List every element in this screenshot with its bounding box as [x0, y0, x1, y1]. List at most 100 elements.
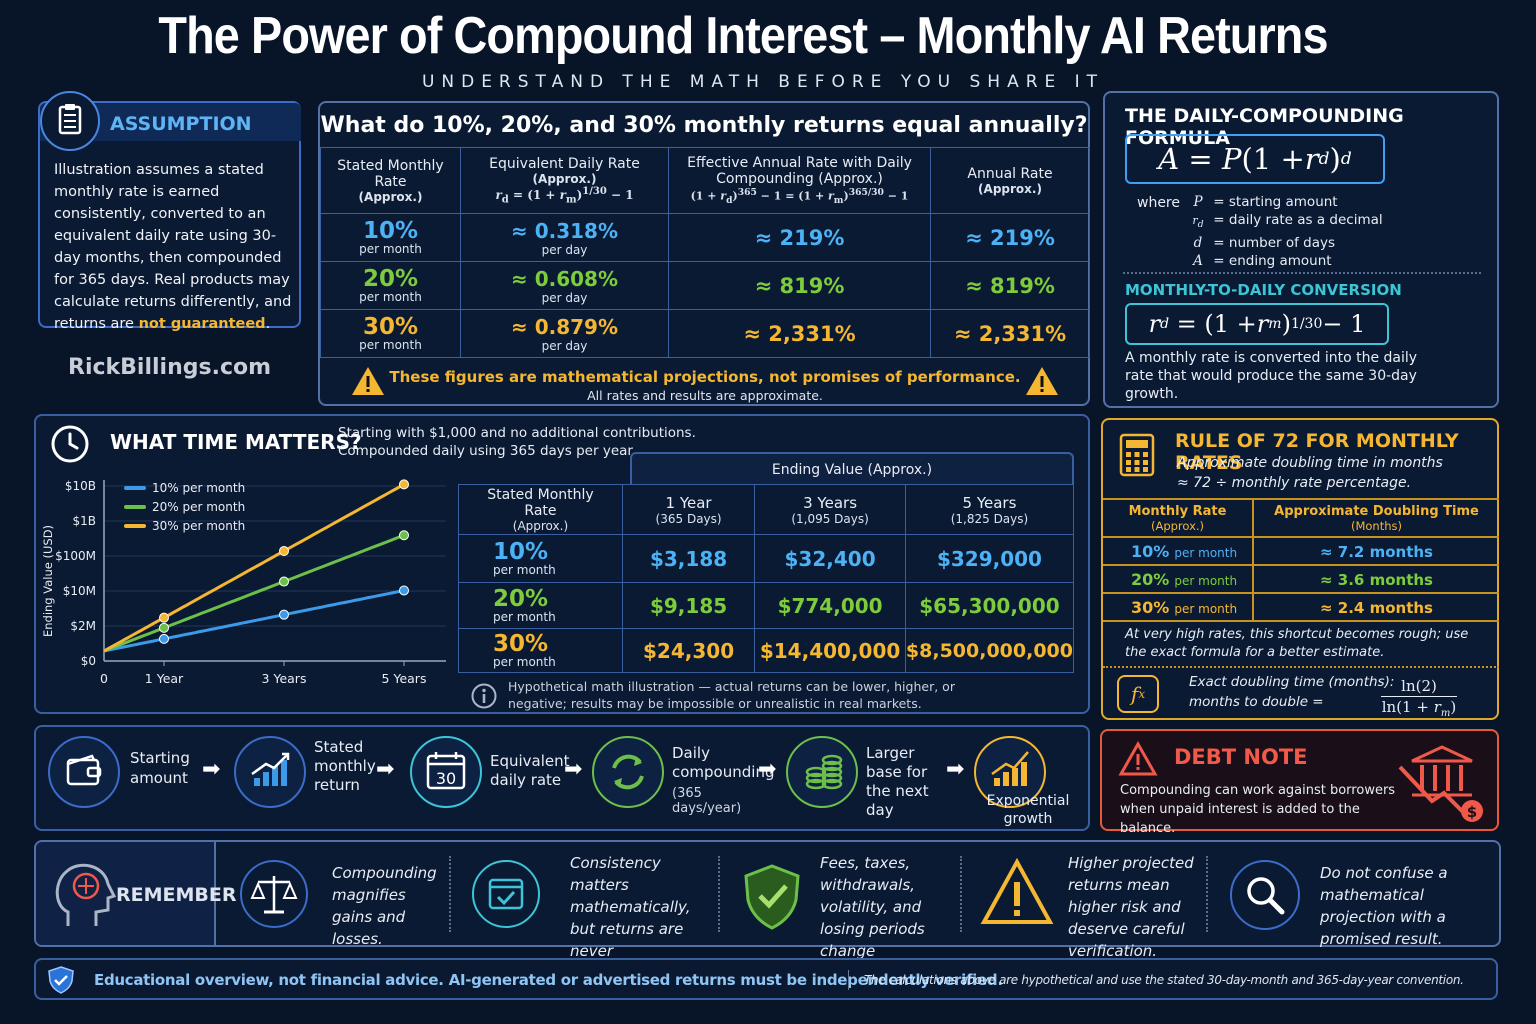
data-point: [399, 530, 409, 541]
table-row: 10% per month ≈ 0.318% per day ≈ 219% ≈ 21…: [320, 213, 1090, 262]
arrow-icon: ➡: [376, 757, 395, 782]
exact-fraction: ln(2) ln(1 + rm): [1381, 676, 1457, 724]
legend-label: 10% per month: [152, 481, 245, 495]
shield-check-icon: [48, 966, 74, 994]
conversion-title: MONTHLY-TO-DAILY CONVERSION: [1125, 281, 1402, 299]
table-row: 20% per month ≈ 3.6 months: [1103, 565, 1499, 593]
flow-label: Equivalent daily rate: [490, 752, 570, 789]
legend-label: 20% per month: [152, 500, 245, 514]
footer-note: The calculations above are hypothetical …: [864, 973, 1464, 987]
flow-step: Larger base for the next day: [786, 736, 966, 819]
y-tick-label: $1B: [72, 514, 96, 528]
remember-title: REMEMBER: [116, 884, 237, 906]
data-point: [279, 546, 289, 557]
calculator-icon: [1119, 433, 1155, 477]
y-tick-label: $10B: [65, 479, 96, 493]
flow-step: 30 Equivalent daily rate: [410, 736, 570, 816]
debt-text: Compounding can work against borrowers w…: [1120, 783, 1396, 836]
series-line: [103, 483, 405, 653]
def-row: A = ending amount: [1193, 253, 1332, 270]
def-row: rd = daily rate as a decimal: [1192, 212, 1383, 231]
exact-label: Exact doubling time (months):: [1189, 674, 1395, 690]
def-row: d = number of days: [1193, 235, 1336, 252]
time-desc: Starting with $1,000 and no additional c…: [338, 425, 696, 441]
cycle-icon: [592, 736, 664, 808]
data-point: [399, 585, 409, 596]
flow-step: Starting amount: [48, 736, 212, 816]
svg-text:$: $: [1467, 803, 1477, 821]
series-line: [103, 533, 405, 653]
assumption-text: Illustration assumes a stated monthly ra…: [54, 162, 292, 332]
data-point: [279, 576, 289, 587]
assumption-panel: ASSUMPTION Illustration assumes a stated…: [38, 91, 301, 332]
y-tick-label: $10M: [63, 584, 96, 598]
legend-label: 30% per month: [152, 519, 245, 533]
rule72-table: Monthly Rate (Approx.) Approximate Doubli…: [1103, 498, 1499, 622]
scales-icon: [240, 860, 308, 928]
annual-panel: What do 10%, 20%, and 30% monthly return…: [318, 101, 1090, 406]
shield-check-icon: [744, 864, 800, 930]
remember-text: Higher projected returns mean higher ris…: [1068, 854, 1194, 960]
flow-label: Exponential growth: [986, 793, 1070, 827]
flow-label: Stated monthly return: [314, 738, 376, 794]
table-row: 20% per month ≈ 0.608% per day ≈ 819% ≈ 81…: [320, 261, 1090, 310]
calendar-icon: 30: [410, 736, 482, 808]
calendar-check-icon: [472, 860, 540, 928]
formula-box: A = P (1 + r d) d: [1125, 134, 1385, 184]
y-tick-label: $0: [81, 654, 96, 668]
arrow-icon: ➡: [758, 757, 777, 782]
remember-text: Do not confuse a mathematical projection…: [1320, 864, 1448, 948]
time-note: Hypothetical math illustration — actual …: [508, 679, 955, 711]
x-tick-label: 3 Years: [262, 671, 307, 686]
ending-header: Ending Value (Approx.): [630, 452, 1074, 486]
info-icon: [471, 683, 497, 709]
calendar-number: 30: [436, 769, 456, 788]
data-point: [159, 612, 169, 623]
table-row: 10% per month ≈ 7.2 months: [1103, 537, 1499, 565]
flow-sub: (365 days/year): [672, 786, 742, 816]
time-table: Stated Monthly Rate (Approx.) 1 Year (365 …: [458, 484, 1075, 673]
flow-label: Daily compounding: [672, 744, 775, 781]
arrow-icon: ➡: [564, 757, 583, 782]
arrow-icon: ➡: [946, 757, 965, 782]
table-row: 10% per month $3,188 $32,400 $329,000: [458, 534, 1075, 583]
growth-icon: [974, 736, 1046, 808]
table-row: 30% per month ≈ 0.879% per day ≈ 2,331% ≈ …: [320, 309, 1090, 358]
brand-label: RickBillings.com: [68, 355, 272, 380]
remember-item: Do not confuse a mathematical projection…: [1230, 852, 1490, 948]
data-point: [279, 609, 289, 620]
warning-icon: [1118, 741, 1158, 776]
arrow-icon: ➡: [202, 757, 221, 782]
remember-item: Fees, taxes, withdrawals, volatility, an…: [736, 852, 956, 982]
table-row: 20% per month $9,185 $774,000 $65,300,000: [458, 582, 1075, 629]
remember-item: Consistency matters mathematically, but …: [472, 852, 712, 982]
clock-icon: [51, 425, 89, 463]
rule72-panel: RULE OF 72 FOR MONTHLY RATES Approximate…: [1101, 418, 1499, 720]
x-tick-label: 0: [100, 671, 108, 686]
magnifier-icon: [1230, 860, 1300, 930]
rule72-sub: ≈ 72 ÷ monthly rate percentage.: [1177, 475, 1412, 491]
debt-panel: DEBT NOTE Compounding can work against b…: [1100, 729, 1499, 836]
x-tick-label: 1 Year: [145, 671, 184, 686]
y-tick-label: $100M: [55, 549, 96, 563]
annual-warning: These figures are mathematical projectio…: [389, 368, 1021, 386]
conversion-text: A monthly rate is converted into the dai…: [1125, 350, 1418, 402]
annual-note: All rates and results are approximate.: [587, 388, 823, 403]
remember-item: Compounding magnifies gains and losses.: [240, 852, 440, 948]
warning-icon: [352, 367, 384, 395]
time-panel: WHAT TIME MATTERS? Starting with $1,000 …: [34, 414, 1090, 714]
data-point: [159, 622, 169, 633]
table-row: 30% per month ≈ 2.4 months: [1103, 593, 1499, 621]
footer-bar: Educational overview, not financial advi…: [34, 958, 1498, 1000]
rule72-title: RULE OF 72 FOR MONTHLY RATES: [1175, 430, 1459, 474]
footer-disclaimer: Educational overview, not financial advi…: [94, 971, 1003, 989]
flow-step: Stated monthly return: [234, 736, 394, 816]
page-subtitle: UNDERSTAND THE MATH BEFORE YOU SHARE IT: [421, 72, 1105, 92]
y-tick-label: $2M: [70, 619, 96, 633]
formula-title: THE DAILY-COMPOUNDING FORMULA: [1125, 105, 1404, 149]
rule72-note: At very high rates, this shortcut become…: [1125, 627, 1469, 660]
data-point: [159, 633, 169, 644]
bank-icon: $: [1398, 745, 1483, 822]
